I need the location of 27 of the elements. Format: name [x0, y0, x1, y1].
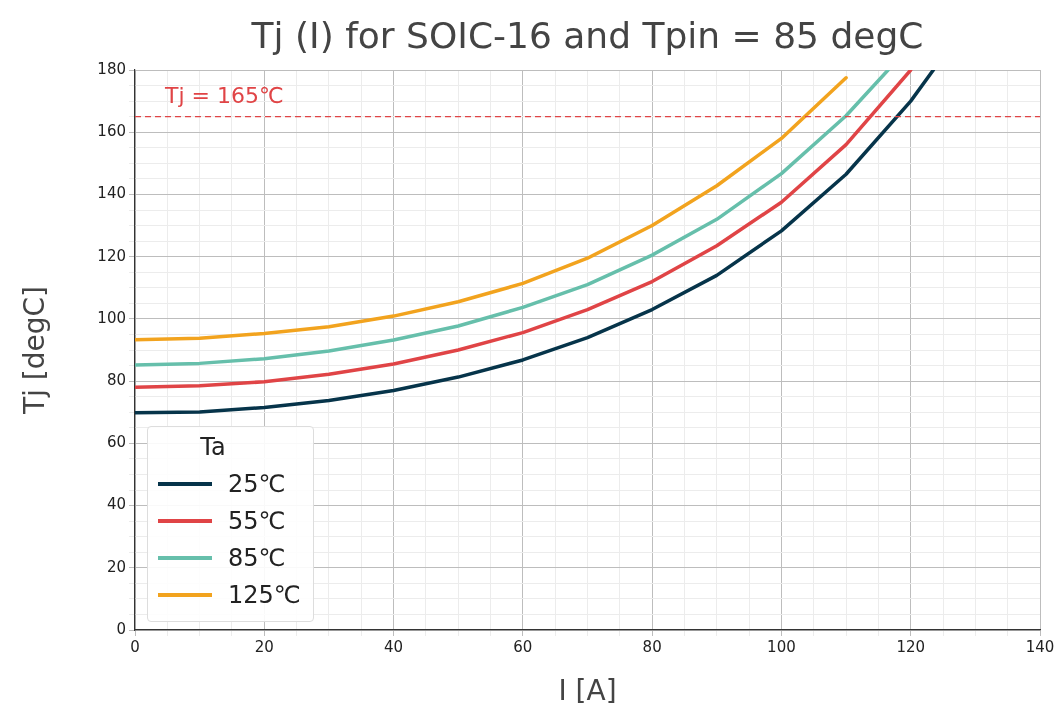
y-tick-label: 0 — [116, 619, 126, 638]
legend-label: 25℃ — [228, 469, 286, 498]
x-tick-label: 140 — [1025, 637, 1055, 656]
y-axis-title: Tj [degC] — [18, 286, 52, 415]
chart-title: Tj (I) for SOIC-16 and Tpin = 85 degC — [250, 15, 924, 56]
x-tick-label: 120 — [896, 637, 926, 656]
x-tick-label: 40 — [384, 637, 404, 656]
legend-label: 125℃ — [228, 580, 301, 609]
x-tick-label: 0 — [130, 637, 140, 656]
x-tick-label: 100 — [767, 637, 796, 656]
y-tick-label: 20 — [106, 557, 126, 576]
x-tick-label: 80 — [642, 637, 662, 656]
y-tick-label: 140 — [97, 184, 126, 203]
legend-title: Ta — [199, 433, 227, 461]
legend-label: 55℃ — [228, 506, 286, 535]
y-tick-label: 160 — [97, 122, 126, 141]
ref-line-label: Tj = 165℃ — [164, 83, 284, 109]
legend-label: 85℃ — [228, 543, 286, 572]
y-tick-label: 100 — [97, 308, 126, 327]
x-axis-title: I [A] — [558, 674, 617, 708]
y-tick-label: 60 — [106, 433, 126, 452]
y-tick-label: 180 — [97, 59, 126, 78]
y-tick-label: 120 — [97, 246, 126, 265]
x-tick-label: 20 — [254, 637, 274, 656]
y-tick-label: 40 — [106, 495, 126, 514]
x-tick-label: 60 — [513, 637, 533, 656]
y-tick-label: 80 — [106, 371, 126, 389]
